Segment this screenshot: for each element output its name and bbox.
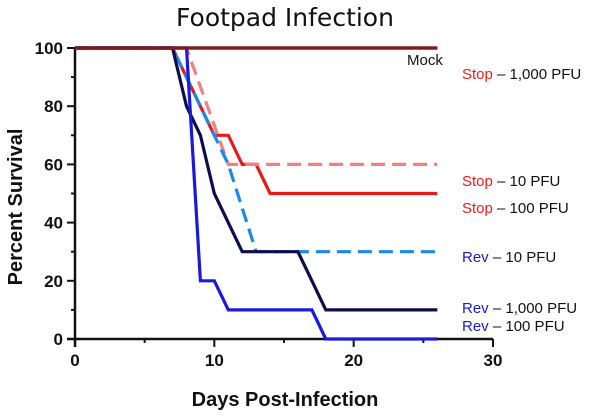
series-layer	[75, 46, 438, 341]
series-line-2	[75, 46, 438, 166]
legend-label-4: Rev – 10 PFU	[462, 249, 556, 266]
legend-label-0: Mock	[407, 52, 443, 69]
series-line-6	[75, 46, 438, 341]
x-tick-label: 30	[484, 351, 503, 370]
x-axis-label: Days Post-Infection	[192, 389, 379, 411]
series-line-4	[75, 46, 438, 254]
x-tick-label: 20	[344, 351, 363, 370]
legend-virus-2: Stop	[462, 173, 493, 190]
x-tick-label: 0	[70, 351, 79, 370]
legend-dose-4: – 10 PFU	[489, 249, 557, 266]
legend-dose-2: – 10 PFU	[493, 173, 561, 190]
legend-dose-5: – 1,000 PFU	[489, 300, 577, 317]
y-tick-label: 60	[44, 155, 63, 174]
series-line-5	[75, 46, 438, 312]
y-tick-label: 80	[44, 97, 63, 116]
legend-label-6: Rev – 100 PFU	[462, 318, 565, 335]
legend-dose-3: – 100 PFU	[493, 200, 569, 217]
legend-label-1: Stop – 1,000 PFU	[462, 66, 581, 83]
series-line-3	[75, 46, 438, 196]
legend-dose-6: – 100 PFU	[489, 318, 565, 335]
chart-title: Footpad Infection	[176, 3, 394, 32]
legend-dose-1: – 1,000 PFU	[493, 66, 581, 83]
legend-virus-5: Rev	[462, 300, 489, 317]
y-tick-label: 20	[44, 272, 63, 291]
y-tick-label: 100	[35, 39, 63, 58]
legend-virus-6: Rev	[462, 318, 489, 335]
x-tick-label: 10	[205, 351, 224, 370]
legend-label-2: Stop – 10 PFU	[462, 173, 560, 190]
legend-virus-3: Stop	[462, 200, 493, 217]
legend-virus-1: Stop	[462, 66, 493, 83]
y-tick-label: 0	[54, 330, 63, 349]
legend-virus-4: Rev	[462, 249, 489, 266]
legend-label-3: Stop – 100 PFU	[462, 200, 569, 217]
legend-label-5: Rev – 1,000 PFU	[462, 300, 577, 317]
y-tick-label: 40	[44, 214, 63, 233]
y-axis-label: Percent Survival	[5, 129, 27, 286]
axes: 0 20 40 60 80 100 0 10 20 30	[35, 39, 503, 370]
